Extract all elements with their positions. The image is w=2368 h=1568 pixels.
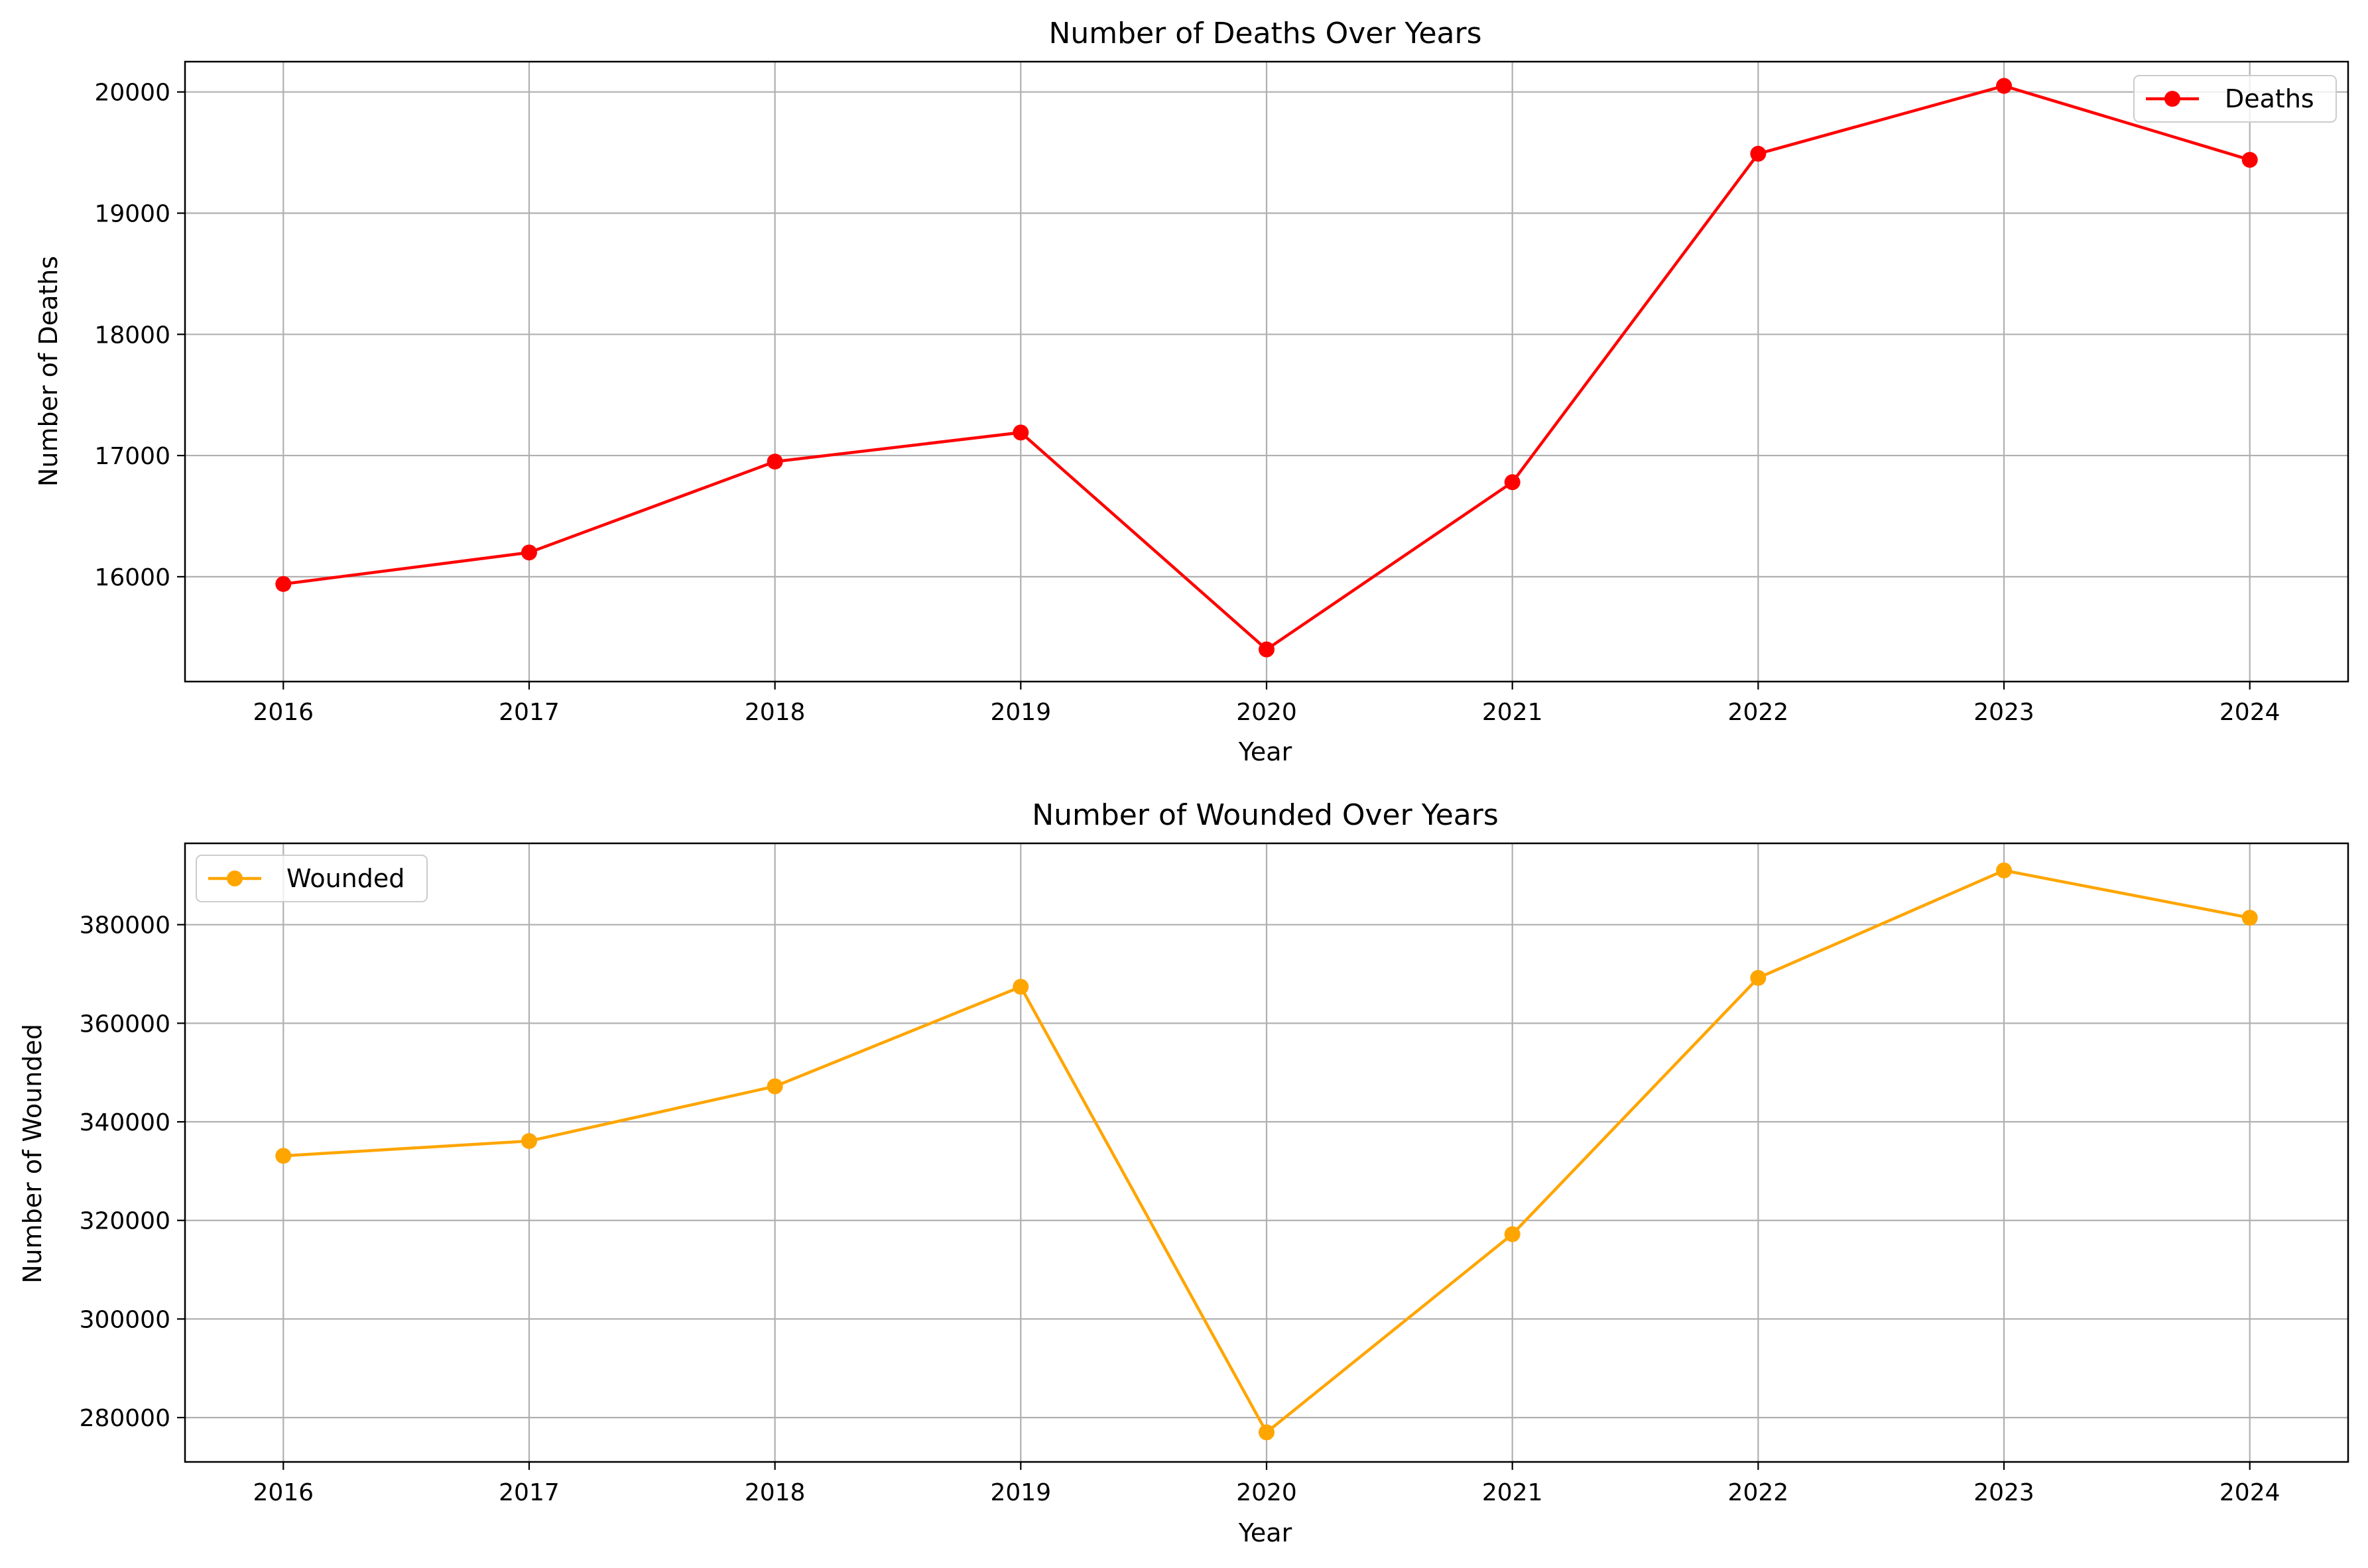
deaths-y-ticks: 16000 17000 18000 19000 20000 [94, 80, 185, 591]
wounded-series [275, 862, 2258, 1441]
wounded-x-tick-label: 2017 [499, 1479, 560, 1506]
deaths-data-point [521, 544, 537, 561]
deaths-x-ticks: 2016 2017 2018 2019 2020 2021 2022 2023 2024 [253, 682, 2280, 726]
wounded-x-tick-label: 2024 [2219, 1479, 2280, 1506]
deaths-y-tick-label: 19000 [94, 200, 170, 227]
deaths-x-tick-label: 2024 [2219, 699, 2280, 726]
wounded-y-axis-label: Number of Wounded [18, 1024, 47, 1284]
wounded-gridlines [185, 843, 2348, 1462]
deaths-y-tick-label: 18000 [94, 322, 170, 349]
deaths-x-tick-label: 2017 [499, 699, 560, 726]
wounded-x-tick-label: 2019 [991, 1479, 1052, 1506]
wounded-legend-marker [227, 871, 243, 886]
deaths-data-point [1259, 641, 1275, 658]
deaths-legend-box [2133, 75, 2337, 123]
wounded-y-tick-label: 360000 [80, 1010, 170, 1038]
wounded-data-point [767, 1078, 783, 1095]
wounded-x-tick-label: 2018 [745, 1479, 806, 1506]
wounded-y-tick-label: 340000 [80, 1109, 170, 1136]
deaths-legend: Deaths [2133, 75, 2337, 123]
wounded-data-point [521, 1133, 537, 1150]
deaths-x-tick-label: 2020 [1236, 699, 1297, 726]
wounded-data-point [275, 1148, 292, 1164]
wounded-y-ticks: 280000 300000 320000 340000 360000 380000 [80, 912, 185, 1432]
wounded-x-tick-label: 2023 [1973, 1479, 2034, 1506]
wounded-y-tick-label: 280000 [80, 1405, 170, 1432]
deaths-x-tick-label: 2023 [1973, 699, 2034, 726]
deaths-x-tick-label: 2018 [745, 699, 806, 726]
wounded-data-point [2241, 910, 2258, 926]
wounded-data-point [1259, 1424, 1275, 1441]
deaths-data-point [2241, 152, 2258, 168]
wounded-chart-title: Number of Wounded Over Years [1032, 798, 1499, 832]
deaths-x-tick-label: 2022 [1728, 699, 1789, 726]
wounded-data-point [1013, 979, 1029, 995]
deaths-data-point [1750, 145, 1767, 162]
deaths-x-tick-label: 2016 [253, 699, 314, 726]
wounded-x-ticks: 2016 2017 2018 2019 2020 2021 2022 2023 2024 [253, 1462, 2280, 1506]
wounded-y-tick-label: 380000 [80, 912, 170, 939]
wounded-y-tick-label: 300000 [80, 1306, 170, 1333]
deaths-chart-title: Number of Deaths Over Years [1049, 17, 1482, 50]
wounded-x-tick-label: 2021 [1482, 1479, 1543, 1506]
deaths-y-tick-label: 17000 [94, 443, 170, 470]
wounded-x-tick-label: 2020 [1236, 1479, 1297, 1506]
deaths-data-point [767, 453, 783, 470]
wounded-data-point [1504, 1226, 1521, 1242]
deaths-y-tick-label: 20000 [94, 80, 170, 107]
deaths-plot-frame [184, 60, 2349, 683]
deaths-data-point [275, 575, 292, 592]
wounded-x-axis-label: Year [1238, 1518, 1292, 1547]
deaths-x-tick-label: 2021 [1482, 699, 1543, 726]
wounded-legend-label: Wounded [286, 864, 405, 893]
deaths-chart: Number of Deaths Over Years Year Number … [34, 17, 2349, 766]
deaths-y-axis-label: Number of Deaths [34, 256, 63, 487]
wounded-chart: Number of Wounded Over Years Year Number… [18, 798, 2349, 1547]
deaths-y-tick-label: 16000 [94, 564, 170, 591]
deaths-series [275, 78, 2258, 658]
wounded-x-tick-label: 2016 [253, 1479, 314, 1506]
wounded-legend: Wounded [196, 855, 428, 902]
deaths-x-axis-label: Year [1238, 737, 1292, 766]
wounded-x-tick-label: 2022 [1728, 1479, 1789, 1506]
wounded-data-point [1996, 862, 2013, 878]
deaths-data-point [1013, 424, 1029, 441]
deaths-legend-label: Deaths [2225, 84, 2314, 113]
wounded-y-tick-label: 320000 [80, 1208, 170, 1235]
deaths-legend-marker [2164, 91, 2180, 107]
wounded-data-point [1750, 969, 1767, 986]
wounded-plot-frame [184, 842, 2349, 1463]
deaths-data-point [1504, 474, 1521, 491]
wounded-legend-box [196, 855, 428, 902]
deaths-x-tick-label: 2019 [991, 699, 1052, 726]
deaths-data-point [1996, 78, 2013, 94]
